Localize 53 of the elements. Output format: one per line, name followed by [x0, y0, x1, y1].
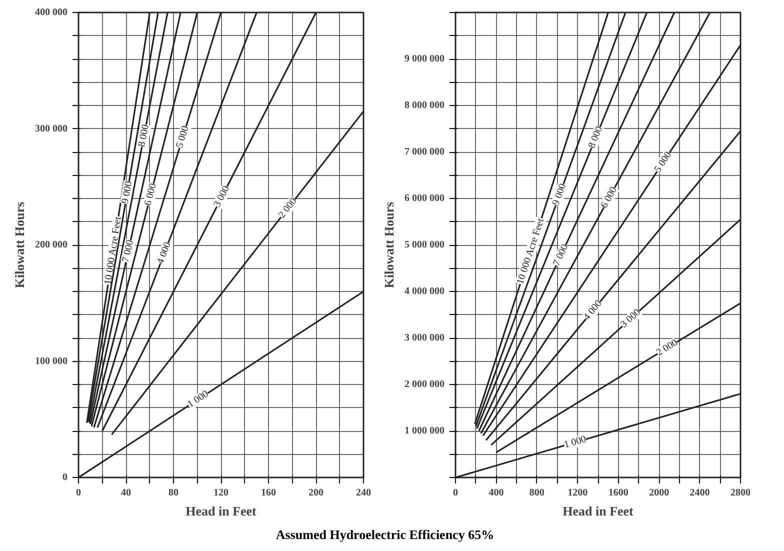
x-tick-label: 40 [121, 488, 131, 498]
y-tick-label: 0 [62, 472, 68, 483]
text: 3 000 [618, 307, 643, 330]
x-tick-label: 1200 [568, 488, 588, 498]
x-tick-label: 2400 [690, 488, 710, 498]
x-tick-label: 0 [76, 488, 81, 498]
text: 6 000 [598, 185, 620, 210]
text: 7 000 [551, 242, 571, 268]
y-tick-label: 8 000 000 [404, 100, 444, 111]
y-axis-title: Kilowatt Hours [12, 202, 27, 288]
text: 5 000 [174, 124, 192, 150]
x-tick-label: 160 [261, 488, 276, 498]
text: 2 000 [276, 196, 300, 221]
text: Assumed Hydroelectric Efficiency 65% [276, 526, 494, 544]
y-tick-label: 7 000 000 [404, 146, 444, 158]
text: 6 000 [142, 182, 159, 207]
text: 4 000 [582, 298, 604, 323]
text: 1 000 [562, 434, 588, 451]
x-axis-title: Head in Feet [562, 504, 634, 518]
x-tick-label: 400 [488, 488, 504, 498]
text: 7 000 [120, 239, 136, 264]
x-tick-label: 200 [308, 488, 324, 498]
y-tick-label: 100 000 [35, 356, 68, 367]
x-tick-label: 240 [356, 488, 371, 498]
y-tick-label: 2 000 000 [404, 379, 444, 390]
y-tick-label: 5 000 000 [404, 240, 444, 250]
x-axis-title: Head in Feet [186, 504, 258, 518]
text: 8 000 [586, 124, 606, 150]
text: 5 000 [652, 150, 674, 175]
y-tick-label: 300 000 [35, 123, 68, 134]
text: 9 000 [120, 180, 135, 205]
y-tick-label: 3 000 000 [404, 332, 444, 344]
y-tick-label: 200 000 [35, 240, 68, 250]
x-tick-label: 80 [168, 488, 178, 498]
y-tick-label: 4 000 000 [404, 286, 444, 297]
x-tick-label: 0 [453, 488, 458, 498]
text: 1 000 [186, 388, 211, 410]
text: 10 000 Acre Feet [514, 216, 547, 286]
text: 3 000 [212, 184, 232, 210]
x-tick-label: 800 [529, 488, 544, 498]
y-axis-title: Kilowatt Hours [382, 202, 396, 288]
x-tick-label: 2800 [730, 488, 750, 498]
y-tick-label: 6 000 000 [404, 193, 444, 204]
x-tick-label: 1600 [608, 488, 628, 498]
y-tick-label: 1 000 000 [404, 426, 444, 436]
text: 4 000 [155, 240, 174, 266]
text: 9 000 [550, 182, 569, 208]
x-tick-label: 2000 [649, 488, 670, 498]
text: 2 000 [654, 337, 680, 358]
y-tick-label: 400 000 [35, 7, 68, 18]
y-tick-label: 9 000 000 [404, 54, 444, 64]
x-tick-label: 120 [214, 488, 228, 498]
text: 8 000 [136, 124, 152, 148]
